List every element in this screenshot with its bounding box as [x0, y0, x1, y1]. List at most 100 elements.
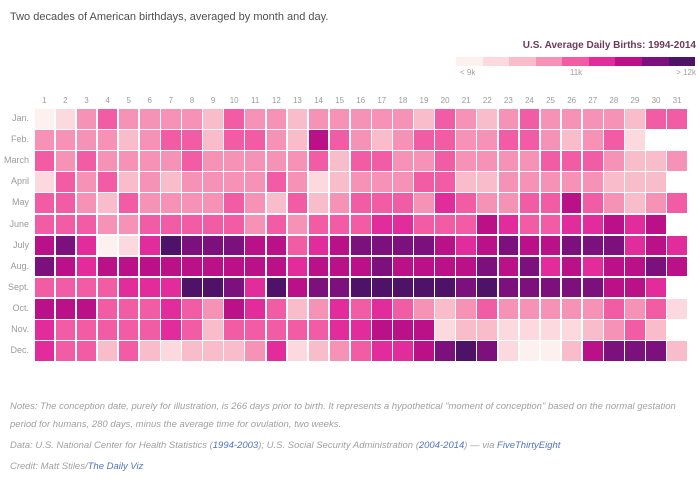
heatmap-cell[interactable]: [477, 214, 498, 235]
heatmap-cell[interactable]: [646, 172, 666, 192]
heatmap-cell[interactable]: [161, 277, 181, 298]
heatmap-cell[interactable]: [182, 130, 202, 150]
heatmap-cell[interactable]: [329, 277, 350, 298]
heatmap-cell[interactable]: [224, 172, 244, 192]
heatmap-cell[interactable]: [477, 277, 498, 298]
heatmap-cell[interactable]: [76, 193, 97, 214]
heatmap-cell[interactable]: [498, 256, 519, 277]
heatmap-cell[interactable]: [97, 341, 118, 361]
heatmap-cell[interactable]: [224, 214, 244, 235]
heatmap-cell[interactable]: [76, 277, 97, 298]
heatmap-cell[interactable]: [456, 341, 476, 361]
heatmap-cell[interactable]: [372, 130, 392, 150]
heatmap-cell[interactable]: [435, 235, 455, 256]
heatmap-cell[interactable]: [646, 256, 666, 277]
heatmap-cell[interactable]: [139, 256, 160, 277]
heatmap-cell[interactable]: [329, 193, 350, 214]
heatmap-cell[interactable]: [372, 320, 392, 340]
heatmap-cell[interactable]: [456, 235, 476, 256]
heatmap-cell[interactable]: [329, 109, 350, 129]
heatmap-cell[interactable]: [519, 130, 540, 150]
heatmap-cell[interactable]: [139, 235, 160, 256]
heatmap-cell[interactable]: [519, 298, 540, 319]
heatmap-cell[interactable]: [55, 298, 76, 319]
heatmap-cell[interactable]: [393, 277, 413, 298]
heatmap-cell[interactable]: [646, 277, 666, 298]
heatmap-cell[interactable]: [287, 109, 308, 129]
heatmap-cell[interactable]: [435, 193, 455, 214]
heatmap-cell[interactable]: [139, 277, 160, 298]
heatmap-cell[interactable]: [393, 214, 413, 235]
heatmap-cell[interactable]: [329, 256, 350, 277]
heatmap-cell[interactable]: [393, 151, 413, 171]
heatmap-cell[interactable]: [34, 130, 55, 150]
heatmap-cell[interactable]: [308, 151, 329, 171]
heatmap-cell[interactable]: [561, 277, 582, 298]
heatmap-cell[interactable]: [182, 235, 202, 256]
heatmap-cell[interactable]: [646, 235, 666, 256]
heatmap-cell[interactable]: [456, 172, 476, 192]
heatmap-cell[interactable]: [55, 193, 76, 214]
heatmap-cell[interactable]: [245, 256, 266, 277]
heatmap-cell[interactable]: [245, 298, 266, 319]
heatmap-cell[interactable]: [245, 130, 266, 150]
heatmap-cell[interactable]: [308, 130, 329, 150]
heatmap-cell[interactable]: [561, 256, 582, 277]
heatmap-cell[interactable]: [287, 235, 308, 256]
heatmap-cell[interactable]: [161, 109, 181, 129]
heatmap-cell[interactable]: [308, 172, 329, 192]
heatmap-cell[interactable]: [224, 298, 244, 319]
heatmap-cell[interactable]: [582, 298, 603, 319]
heatmap-cell[interactable]: [266, 172, 287, 192]
heatmap-cell[interactable]: [456, 130, 476, 150]
heatmap-cell[interactable]: [350, 235, 371, 256]
heatmap-cell[interactable]: [435, 109, 455, 129]
heatmap-cell[interactable]: [414, 341, 434, 361]
heatmap-cell[interactable]: [139, 320, 160, 340]
heatmap-cell[interactable]: [329, 172, 350, 192]
heatmap-cell[interactable]: [393, 298, 413, 319]
heatmap-cell[interactable]: [540, 235, 561, 256]
heatmap-cell[interactable]: [350, 277, 371, 298]
heatmap-cell[interactable]: [287, 341, 308, 361]
heatmap-cell[interactable]: [97, 256, 118, 277]
footer-link[interactable]: 2004-2014: [418, 440, 465, 451]
heatmap-cell[interactable]: [34, 109, 55, 129]
heatmap-cell[interactable]: [139, 151, 160, 171]
heatmap-cell[interactable]: [118, 109, 139, 129]
heatmap-cell[interactable]: [182, 151, 202, 171]
heatmap-cell[interactable]: [393, 235, 413, 256]
heatmap-cell[interactable]: [350, 214, 371, 235]
heatmap-cell[interactable]: [561, 320, 582, 340]
heatmap-cell[interactable]: [245, 109, 266, 129]
heatmap-cell[interactable]: [604, 109, 624, 129]
heatmap-cell[interactable]: [118, 256, 139, 277]
heatmap-cell[interactable]: [393, 193, 413, 214]
heatmap-cell[interactable]: [308, 193, 329, 214]
heatmap-cell[interactable]: [414, 130, 434, 150]
heatmap-cell[interactable]: [118, 172, 139, 192]
heatmap-cell[interactable]: [245, 172, 266, 192]
heatmap-cell[interactable]: [266, 109, 287, 129]
heatmap-cell[interactable]: [161, 151, 181, 171]
heatmap-cell[interactable]: [372, 151, 392, 171]
heatmap-cell[interactable]: [34, 256, 55, 277]
footer-link[interactable]: The Daily Viz: [87, 461, 144, 472]
heatmap-cell[interactable]: [519, 235, 540, 256]
heatmap-cell[interactable]: [139, 193, 160, 214]
heatmap-cell[interactable]: [97, 277, 118, 298]
heatmap-cell[interactable]: [477, 109, 498, 129]
heatmap-cell[interactable]: [498, 235, 519, 256]
heatmap-cell[interactable]: [118, 341, 139, 361]
heatmap-cell[interactable]: [456, 256, 476, 277]
heatmap-cell[interactable]: [224, 193, 244, 214]
heatmap-cell[interactable]: [139, 130, 160, 150]
heatmap-cell[interactable]: [118, 151, 139, 171]
heatmap-cell[interactable]: [667, 298, 687, 319]
heatmap-cell[interactable]: [540, 320, 561, 340]
heatmap-cell[interactable]: [266, 151, 287, 171]
heatmap-cell[interactable]: [646, 151, 666, 171]
heatmap-cell[interactable]: [604, 341, 624, 361]
heatmap-cell[interactable]: [97, 235, 118, 256]
heatmap-cell[interactable]: [97, 172, 118, 192]
